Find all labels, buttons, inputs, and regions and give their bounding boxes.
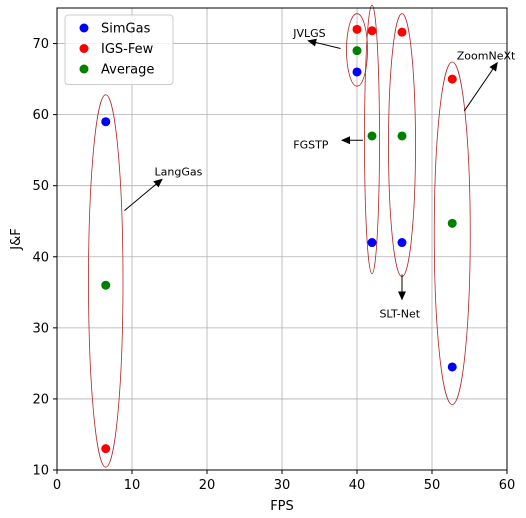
group-ellipse <box>388 13 416 278</box>
annotation-label-jvlgs: JVLGS <box>292 27 325 40</box>
annotation-arrow-jvlgs <box>307 38 341 49</box>
group-ellipse <box>364 4 380 275</box>
annotation-arrow-langgas <box>124 178 163 211</box>
legend-label-igs-few: IGS-Few <box>101 42 154 57</box>
x-tick-label: 50 <box>424 478 441 493</box>
point-simgas <box>367 238 377 248</box>
x-axis-label: FPS <box>270 499 294 514</box>
y-axis-label: J&F <box>9 228 24 250</box>
x-tick-label: 10 <box>124 478 141 493</box>
point-igs-few <box>352 24 362 34</box>
point-simgas <box>397 238 407 248</box>
y-tick-label: 20 <box>32 392 49 407</box>
y-tick-label: 70 <box>32 37 49 52</box>
group-ellipses <box>88 4 471 468</box>
group-ellipse <box>433 61 471 406</box>
legend: SimGas IGS-Few Average <box>64 14 174 85</box>
x-tick-label: 40 <box>349 478 366 493</box>
point-average <box>101 280 111 290</box>
legend-marker-simgas <box>79 23 89 33</box>
x-tick-label: 20 <box>199 478 216 493</box>
axis-ticks: 0 10 20 30 40 50 60 10 20 30 40 50 60 70 <box>32 37 515 493</box>
point-average <box>397 131 407 141</box>
point-igs-few <box>397 27 407 37</box>
point-igs-few <box>367 26 377 36</box>
point-simgas <box>447 362 457 372</box>
annotation-label-fgstp: FGSTP <box>293 138 329 151</box>
annotation-arrow-zoomnext <box>463 61 498 112</box>
annotation-label-zoomnext: ZoomNeXt <box>457 50 516 63</box>
point-simgas <box>101 117 111 127</box>
data-points <box>101 24 457 454</box>
point-igs-few <box>101 444 111 454</box>
legend-marker-igs-few <box>79 44 89 53</box>
point-igs-few <box>447 74 457 84</box>
y-tick-label: 40 <box>32 250 49 265</box>
legend-label-average: Average <box>101 63 154 78</box>
grid <box>56 8 508 471</box>
point-simgas <box>352 67 362 77</box>
point-average <box>367 131 377 141</box>
annotation-label-langgas: LangGas <box>155 165 203 178</box>
y-tick-label: 10 <box>32 464 49 479</box>
point-average <box>447 218 457 228</box>
group-ellipse <box>346 13 368 87</box>
legend-label-simgas: SimGas <box>101 22 151 37</box>
annotations: LangGas JVLGS FGSTP SLT-Net ZoomNeXt <box>124 27 516 321</box>
group-ellipse <box>88 94 124 468</box>
x-tick-label: 30 <box>274 478 291 493</box>
legend-box <box>64 14 174 85</box>
x-tick-label: 0 <box>53 478 61 493</box>
y-tick-label: 60 <box>32 108 49 123</box>
annotation-label-slt-net: SLT-Net <box>379 308 420 321</box>
y-tick-label: 50 <box>32 179 49 194</box>
y-tick-label: 30 <box>32 321 49 336</box>
legend-marker-average <box>79 64 89 74</box>
point-average <box>352 46 362 56</box>
x-tick-label: 60 <box>499 478 516 493</box>
